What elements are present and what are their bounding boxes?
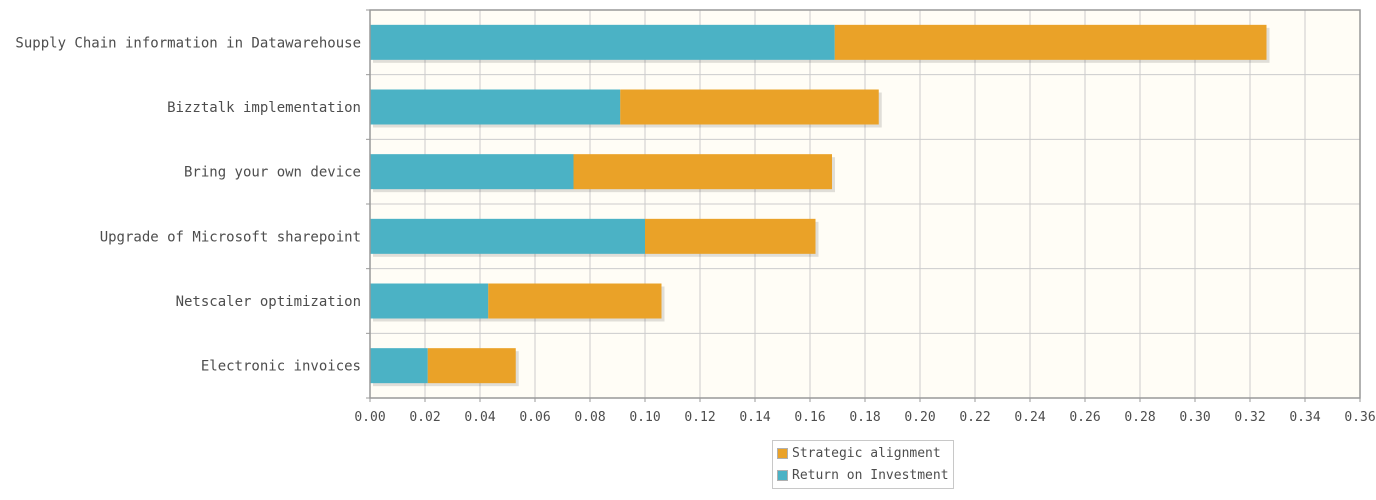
x-tick-label: 0.02 [409,410,440,425]
x-tick-label: 0.24 [1014,410,1045,425]
x-tick-label: 0.16 [794,410,825,425]
y-axis-labels: Supply Chain information in Datawarehous… [15,35,361,374]
legend-label-strategic-alignment: Strategic alignment [792,445,941,461]
legend-swatch-strategic-alignment [777,447,788,459]
bar-strategic-alignment-bring-your-own-device [573,154,832,190]
x-tick-label: 0.00 [354,410,385,425]
x-tick-label: 0.28 [1124,410,1155,425]
x-tick-label: 0.10 [629,410,660,425]
bars [370,24,1270,387]
x-tick-label: 0.26 [1069,410,1100,425]
bar-return-on-investment-bring-your-own-device [370,154,574,190]
bar-strategic-alignment-netscaler-optimization [488,283,662,319]
category-label: Netscaler optimization [176,294,361,310]
category-label: Supply Chain information in Datawarehous… [15,35,361,51]
bar-return-on-investment-supply-chain-information-in-datawarehouse [370,24,835,60]
bar-strategic-alignment-upgrade-of-microsoft-sharepoint [645,218,816,254]
x-tick-label: 0.36 [1344,410,1375,425]
grid [369,10,1361,398]
bar-strategic-alignment-electronic-invoices [427,348,516,384]
category-label: Bizztalk implementation [167,100,361,116]
bar-strategic-alignment-bizztalk-implementation [620,89,879,125]
x-tick-label: 0.04 [464,410,495,425]
legend-swatch-return-on-investment [777,469,788,481]
x-tick-label: 0.12 [684,410,715,425]
x-tick-label: 0.08 [574,410,605,425]
category-label: Upgrade of Microsoft sharepoint [100,229,361,245]
x-tick-label: 0.32 [1234,410,1265,425]
x-axis-ticks: 0.00 0.02 0.04 0.06 0.08 0.10 0.12 0.14 0.16 0.18… [354,398,1376,425]
category-label: Bring your own device [184,165,361,181]
bar-return-on-investment-bizztalk-implementation [370,89,621,125]
legend-label-return-on-investment: Return on Investment [792,467,949,483]
x-tick-label: 0.34 [1289,410,1320,425]
bar-return-on-investment-electronic-invoices [370,348,428,384]
x-tick-label: 0.18 [849,410,880,425]
legend-item-return-on-investment: Return on Investment [777,464,949,486]
category-label: Electronic invoices [201,359,361,375]
x-tick-label: 0.14 [739,410,770,425]
bar-return-on-investment-upgrade-of-microsoft-sharepoint [370,218,645,254]
x-tick-label: 0.06 [519,410,550,425]
x-tick-label: 0.22 [959,410,990,425]
bar-return-on-investment-netscaler-optimization [370,283,489,319]
x-tick-label: 0.20 [904,410,935,425]
x-tick-label: 0.30 [1179,410,1210,425]
legend-item-strategic-alignment: Strategic alignment [777,442,949,464]
legend: Strategic alignment Return on Investment [772,440,954,489]
bar-strategic-alignment-supply-chain-information-in-datawarehouse [834,24,1267,60]
